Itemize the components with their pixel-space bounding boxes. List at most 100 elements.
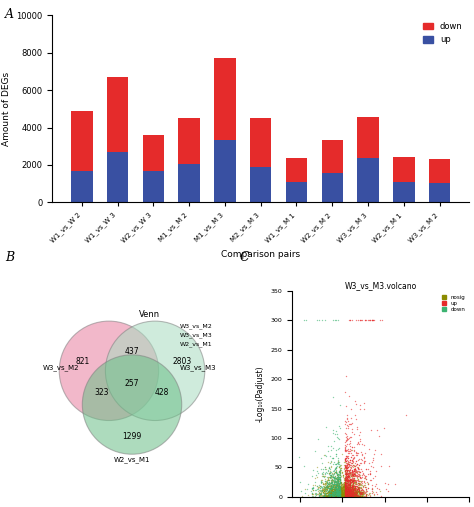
Point <box>356 471 363 479</box>
Point <box>350 467 358 475</box>
Point <box>319 482 327 490</box>
Point <box>345 491 353 499</box>
Point <box>363 475 370 483</box>
Point <box>333 489 341 497</box>
Point <box>329 454 337 462</box>
Point <box>328 487 336 495</box>
Point <box>333 487 341 495</box>
Point <box>331 476 338 484</box>
Point <box>317 486 325 494</box>
Point <box>334 490 341 498</box>
Point <box>342 490 349 498</box>
Point <box>336 490 343 498</box>
Point <box>312 486 320 494</box>
Point <box>350 492 357 500</box>
Point <box>345 492 352 500</box>
Point <box>345 486 352 494</box>
Point <box>341 486 348 494</box>
Point <box>348 446 356 454</box>
Point <box>345 447 352 455</box>
Point <box>312 491 320 499</box>
Point <box>331 488 339 496</box>
Point <box>342 483 349 491</box>
Point <box>347 483 355 491</box>
Point <box>361 457 368 465</box>
Point <box>335 485 343 493</box>
Point <box>338 489 346 497</box>
Point <box>350 489 357 497</box>
Point <box>344 491 352 499</box>
Point <box>346 488 353 496</box>
Point <box>340 488 347 496</box>
Point <box>372 467 379 475</box>
Point <box>354 464 362 473</box>
Point <box>344 454 351 462</box>
Point <box>319 484 326 492</box>
Point <box>331 492 338 500</box>
Point <box>335 490 342 498</box>
Point <box>334 490 342 498</box>
Point <box>345 484 352 492</box>
Point <box>334 476 342 484</box>
Point <box>384 480 392 488</box>
Point <box>334 490 342 498</box>
Point <box>328 488 335 496</box>
Point <box>350 465 358 473</box>
Point <box>335 463 343 471</box>
Point <box>335 490 343 498</box>
Point <box>341 487 348 495</box>
Point <box>351 461 358 469</box>
Point <box>346 477 353 485</box>
Point <box>346 490 353 498</box>
Point <box>349 488 357 496</box>
Point <box>356 474 364 482</box>
Point <box>299 492 306 500</box>
Point <box>318 483 325 491</box>
Point <box>342 447 350 455</box>
Point <box>320 489 328 497</box>
Point <box>360 471 368 479</box>
Point <box>316 490 324 498</box>
Point <box>344 470 352 479</box>
Point <box>335 492 343 500</box>
Point <box>346 485 353 493</box>
Point <box>342 372 350 380</box>
Point <box>332 485 339 493</box>
Point <box>350 489 357 497</box>
Point <box>332 489 339 497</box>
Point <box>333 492 341 500</box>
Point <box>342 488 349 496</box>
Point <box>332 478 340 486</box>
Point <box>334 482 341 490</box>
Point <box>345 490 353 498</box>
Point <box>334 482 342 490</box>
Point <box>336 466 344 475</box>
Point <box>349 488 357 496</box>
Point <box>352 467 359 476</box>
Point <box>329 477 337 485</box>
Point <box>333 493 341 501</box>
Point <box>332 483 339 491</box>
Point <box>353 488 360 496</box>
Point <box>355 491 363 499</box>
Point <box>345 468 353 477</box>
Point <box>356 481 363 489</box>
Point <box>311 474 319 482</box>
Point <box>344 492 351 500</box>
Point <box>321 484 329 492</box>
Point <box>344 478 352 486</box>
Point <box>350 476 358 484</box>
Point <box>335 492 342 500</box>
Point <box>351 465 359 473</box>
Point <box>318 490 325 498</box>
Point <box>348 483 356 491</box>
Point <box>348 482 356 490</box>
Point <box>343 488 350 496</box>
Point <box>350 491 358 499</box>
Point <box>341 485 348 493</box>
Point <box>363 475 370 483</box>
Point <box>362 485 369 493</box>
Point <box>343 488 350 496</box>
Point <box>357 484 365 492</box>
Point <box>346 480 354 488</box>
